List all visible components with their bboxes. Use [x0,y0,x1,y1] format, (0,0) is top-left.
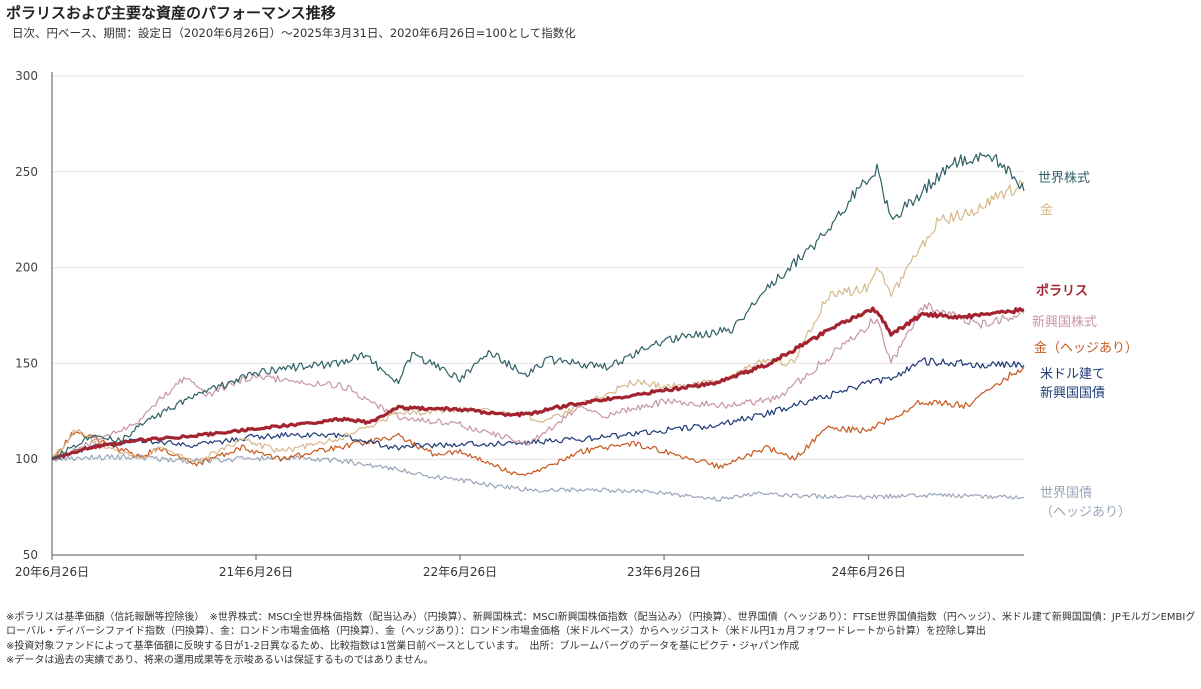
gridlines [52,75,1024,460]
footnote-3: ※データは過去の実績であり、将来の運用成果等を示唆あるいは保証するものではありま… [6,654,434,666]
series-line [51,152,1025,460]
y-tick-label: 100 [15,452,38,466]
series-label: 米ドル建て [1040,367,1105,382]
footnote-1: ※ポラリスは基準価額（信託報酬等控除後） ※世界株式：MSCI全世界株価指数（配… [6,612,1196,638]
y-tick-label: 300 [15,69,38,83]
y-tick-label: 250 [15,165,38,179]
series-lines [51,152,1025,502]
series-label: ポラリス [1036,283,1088,299]
series-label: 金（ヘッジあり） [1034,340,1138,356]
series-label: 金 [1040,202,1053,218]
y-tick-label: 150 [15,356,38,370]
y-tick-label: 200 [15,261,38,275]
x-tick-label: 20年6月26日 [15,565,89,579]
y-tick-label: 50 [23,548,38,562]
series-label: 新興国株式 [1032,314,1097,330]
series-line [51,454,1025,502]
x-tick-label: 23年6月26日 [627,565,701,579]
series-label: 世界国債 [1040,486,1092,501]
series-label: （ヘッジあり） [1040,505,1131,520]
series-line [51,357,1025,460]
chart-subtitle: 日次、円ベース、期間：設定日（2020年6月26日）～2025年3月31日、20… [12,26,576,40]
chart-title: ポラリスおよび主要な資産のパフォーマンス推移 [6,4,336,22]
performance-line-chart: 50 100 150 200 250 300 20年6月26日 21年6月26日 22年6月2… [15,69,1138,579]
x-tick-label: 22年6月26日 [423,565,497,579]
series-line [51,179,1025,463]
series-line [51,306,1025,461]
series-line [51,302,1025,461]
x-tick-label: 21年6月26日 [219,565,293,579]
footnote-2: ※投資対象ファンドによって基準価額に反映する日が1-2日異なるため、比較指数は1… [6,640,800,652]
x-tick-label: 24年6月26日 [832,565,906,579]
series-line [51,366,1025,476]
series-label: 世界株式 [1038,171,1090,186]
y-axis: 50 100 150 200 250 300 [15,69,53,562]
series-label: 新興国国債 [1040,385,1105,401]
x-axis: 20年6月26日 21年6月26日 22年6月26日 23年6月26日 24年6月26日 [15,554,1024,579]
footnotes: ※ポラリスは基準価額（信託報酬等控除後） ※世界株式：MSCI全世界株価指数（配… [6,611,1196,668]
